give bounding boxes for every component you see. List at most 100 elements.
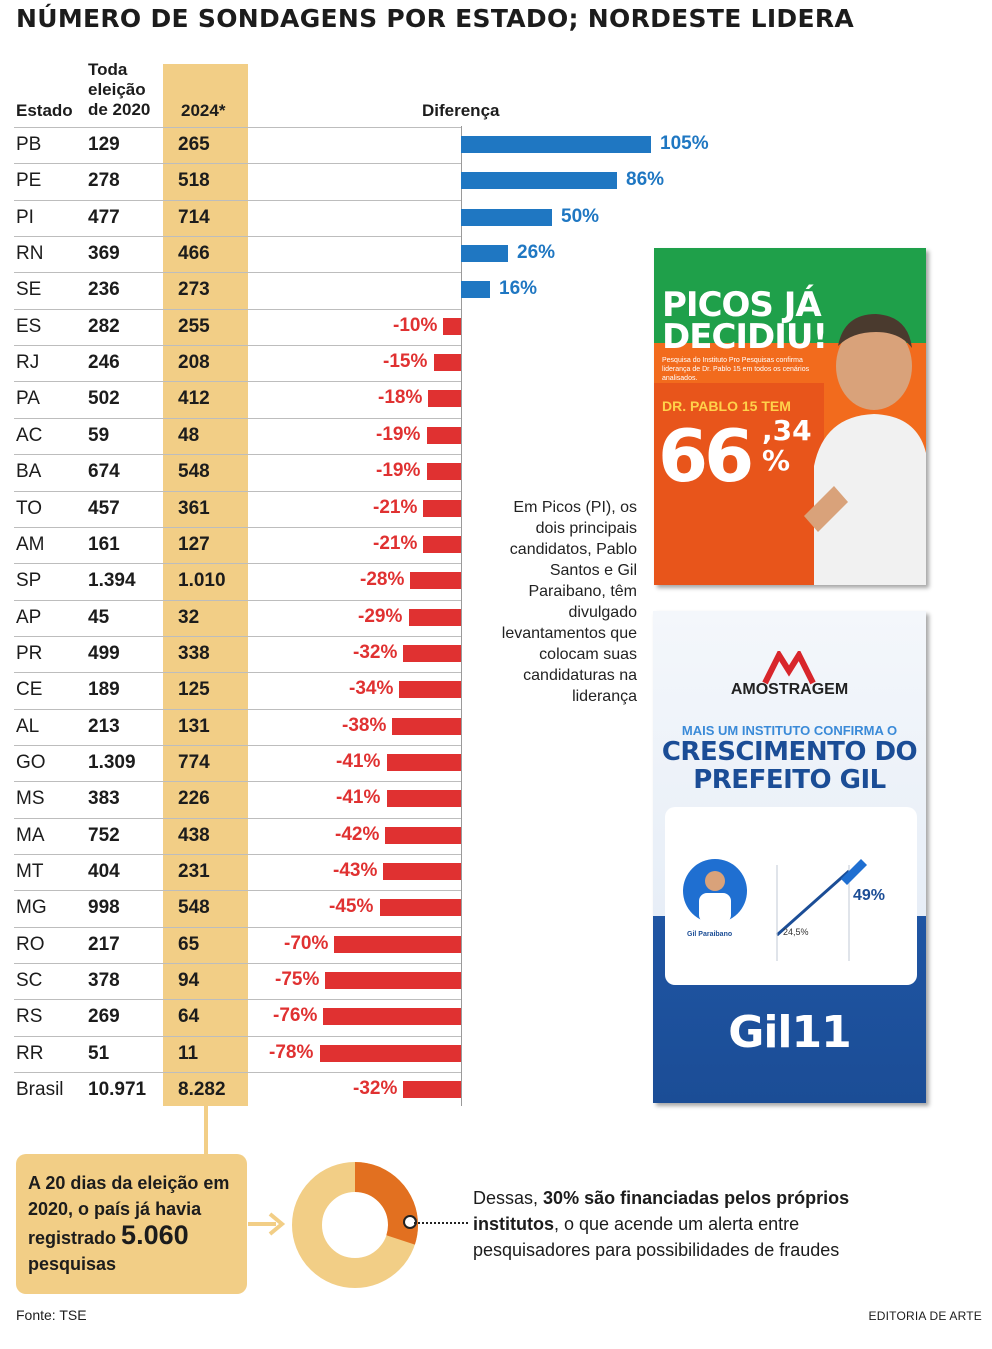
value-2020: 189 <box>88 679 120 700</box>
state-label: AC <box>16 425 43 446</box>
state-label: BA <box>16 461 42 482</box>
diff-bar <box>383 863 461 880</box>
value-2020: 59 <box>88 425 110 446</box>
orange-panel-dark <box>654 383 824 585</box>
row-divider <box>14 709 461 710</box>
value-2020: 45 <box>88 607 110 628</box>
connector-line <box>204 1106 208 1154</box>
diff-label: -18% <box>378 387 423 408</box>
value-2020: 1.309 <box>88 752 136 773</box>
header-2024: 2024* <box>181 101 226 120</box>
diff-bar <box>461 172 617 189</box>
highlight-column-2024 <box>163 64 248 1106</box>
note-tail: pesquisas <box>28 1254 117 1274</box>
row-divider <box>14 854 461 855</box>
diff-label: 26% <box>517 242 556 263</box>
value-2020: 217 <box>88 934 120 955</box>
row-divider <box>14 272 461 273</box>
diff-bar <box>385 827 461 844</box>
value-2024: 361 <box>178 498 210 519</box>
diff-label: -34% <box>349 678 394 699</box>
value-2020: 369 <box>88 243 120 264</box>
ad-big-number: 66 <box>658 414 754 498</box>
diff-label: 86% <box>626 169 665 190</box>
diff-bar <box>409 609 461 626</box>
ad2-candidate-name: Gil Paraibano <box>687 931 733 938</box>
value-2020: 278 <box>88 170 120 191</box>
value-2024: 714 <box>178 207 210 228</box>
header-estado: Estado <box>16 101 73 120</box>
row-divider <box>14 345 461 346</box>
diff-bar <box>323 1008 461 1025</box>
donut-slice-30 <box>292 1162 418 1288</box>
state-label: Brasil <box>16 1079 64 1100</box>
state-label: MG <box>16 897 47 918</box>
value-2020: 674 <box>88 461 120 482</box>
value-2024: 273 <box>178 279 210 300</box>
value-2020: 161 <box>88 534 120 555</box>
row-divider <box>14 163 461 164</box>
value-2024: 548 <box>178 897 210 918</box>
note-text-main: A 20 dias da eleição em 2020, o país já … <box>28 1173 230 1248</box>
value-2020: 502 <box>88 388 120 409</box>
source-note: Fonte: TSE <box>16 1307 87 1323</box>
value-2024: 125 <box>178 679 210 700</box>
diff-bar <box>387 790 461 807</box>
credit-note: EDITORIA DE ARTE <box>868 1309 982 1323</box>
row-divider <box>14 381 461 382</box>
ad2-value-2: 49% <box>853 887 886 904</box>
diff-bar <box>423 500 461 517</box>
state-label: PA <box>16 388 40 409</box>
donut-text-post: , o que acende um alerta entre pesquisad… <box>473 1214 840 1260</box>
value-2024: 8.282 <box>178 1079 226 1100</box>
arrow-right-icon <box>248 1212 286 1236</box>
state-label: TO <box>16 498 43 519</box>
row-divider <box>14 127 461 128</box>
diff-label: -21% <box>373 533 418 554</box>
diff-label: -29% <box>358 606 403 627</box>
diff-bar <box>387 754 461 771</box>
diff-bar <box>443 318 461 335</box>
row-divider <box>14 963 461 964</box>
value-2024: 255 <box>178 316 210 337</box>
diff-label: -19% <box>376 424 421 445</box>
state-label: RO <box>16 934 45 955</box>
note-text: A 20 dias da eleição em 2020, o país já … <box>28 1170 238 1277</box>
row-divider <box>14 454 461 455</box>
value-2024: 338 <box>178 643 210 664</box>
diff-label: -78% <box>269 1042 314 1063</box>
diff-bar <box>461 209 552 226</box>
value-2024: 208 <box>178 352 210 373</box>
diff-label: 16% <box>499 278 538 299</box>
diff-bar <box>334 936 461 953</box>
header-2020: Toda eleição de 2020 <box>88 60 151 119</box>
ad2-line3: PREFEITO GIL <box>693 765 886 795</box>
diff-label: 50% <box>561 206 600 227</box>
diff-label: -21% <box>373 497 418 518</box>
diff-bar <box>320 1045 461 1062</box>
candidate-photo <box>804 314 926 585</box>
diff-bar <box>434 354 461 371</box>
row-divider <box>14 781 461 782</box>
value-2020: 51 <box>88 1043 110 1064</box>
value-2024: 265 <box>178 134 210 155</box>
note-big-number: 5.060 <box>121 1220 189 1250</box>
value-2020: 383 <box>88 788 120 809</box>
donut-text: Dessas, 30% são financiadas pelos própri… <box>473 1185 893 1263</box>
value-2024: 518 <box>178 170 210 191</box>
diff-bar <box>423 536 461 553</box>
state-label: GO <box>16 752 46 773</box>
diff-label: -70% <box>284 933 329 954</box>
diff-bar <box>461 245 508 262</box>
diff-bar <box>392 718 461 735</box>
diff-label: -10% <box>393 315 438 336</box>
value-2024: 548 <box>178 461 210 482</box>
row-divider <box>14 563 461 564</box>
row-divider <box>14 890 461 891</box>
diff-bar <box>428 390 461 407</box>
state-label: PR <box>16 643 43 664</box>
value-2024: 65 <box>178 934 200 955</box>
value-2020: 10.971 <box>88 1079 147 1100</box>
row-divider <box>14 745 461 746</box>
